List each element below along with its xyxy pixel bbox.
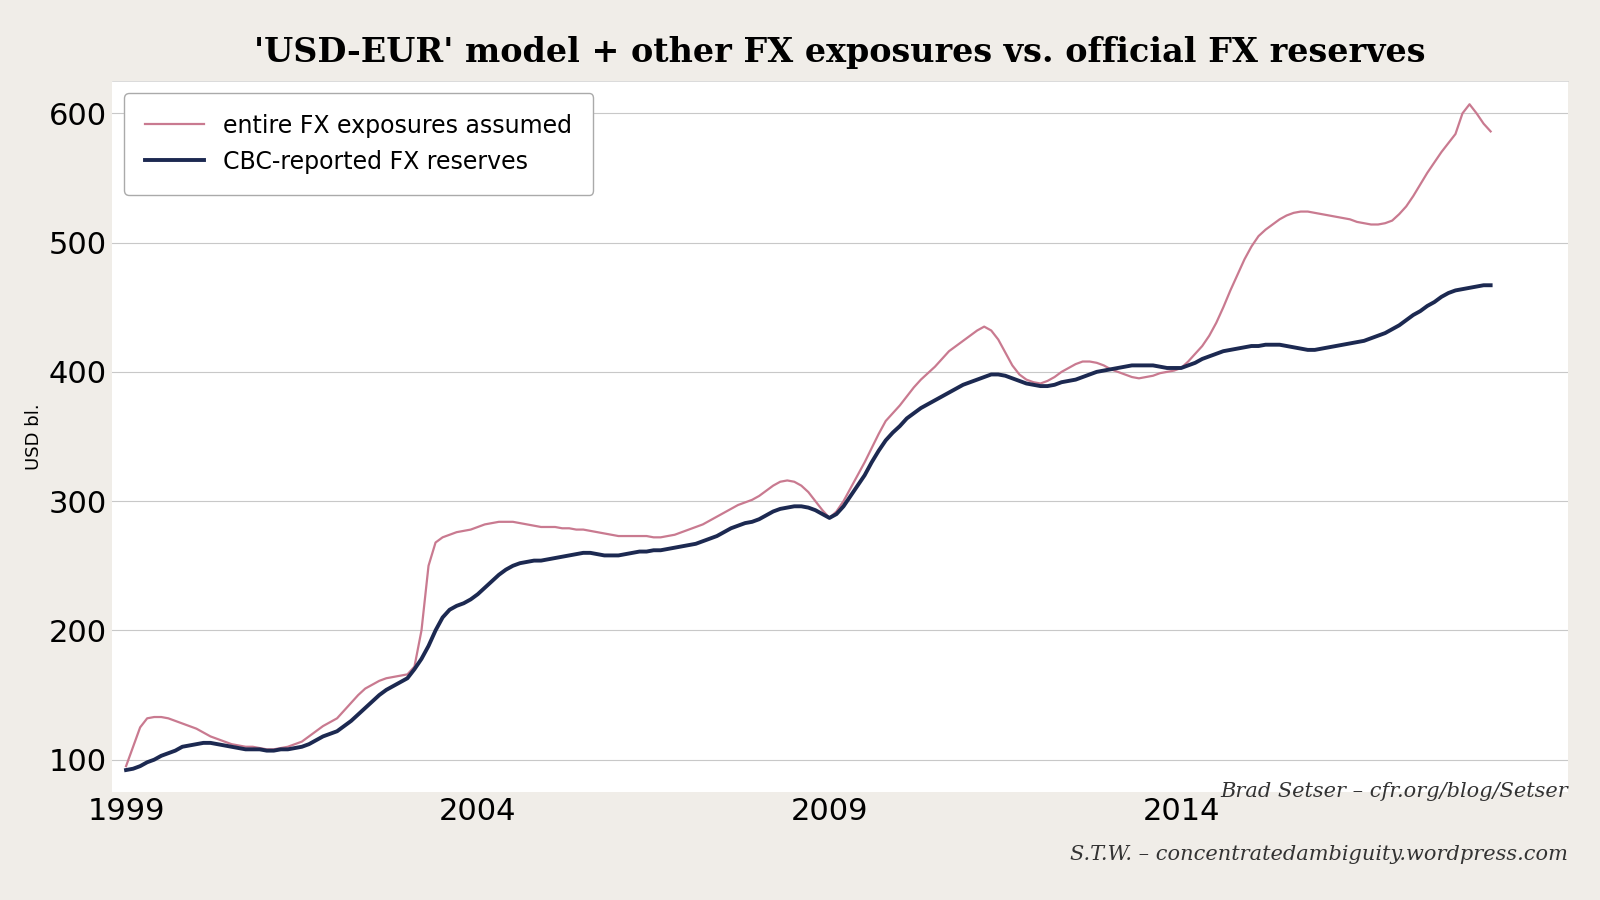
- Line: entire FX exposures assumed: entire FX exposures assumed: [126, 104, 1491, 766]
- Y-axis label: USD bl.: USD bl.: [26, 403, 43, 470]
- CBC-reported FX reserves: [834, 501, 853, 512]
- entire FX exposures assumed: [1459, 99, 1478, 110]
- Title: 'USD-EUR' model + other FX exposures vs. official FX reserves: 'USD-EUR' model + other FX exposures vs.…: [254, 36, 1426, 68]
- Line: CBC-reported FX reserves: CBC-reported FX reserves: [126, 285, 1491, 770]
- entire FX exposures assumed: [1482, 126, 1501, 137]
- CBC-reported FX reserves: [1333, 339, 1352, 350]
- entire FX exposures assumed: [834, 496, 853, 507]
- CBC-reported FX reserves: [1482, 280, 1501, 291]
- Legend: entire FX exposures assumed, CBC-reported FX reserves: entire FX exposures assumed, CBC-reporte…: [123, 93, 594, 195]
- entire FX exposures assumed: [1333, 212, 1352, 223]
- CBC-reported FX reserves: [1474, 280, 1493, 291]
- entire FX exposures assumed: [1285, 208, 1304, 219]
- Text: S.T.W. – concentratedambiguity.wordpress.com: S.T.W. – concentratedambiguity.wordpress…: [1070, 845, 1568, 864]
- entire FX exposures assumed: [117, 760, 136, 771]
- entire FX exposures assumed: [194, 727, 213, 738]
- CBC-reported FX reserves: [194, 737, 213, 748]
- entire FX exposures assumed: [482, 518, 501, 528]
- CBC-reported FX reserves: [1192, 354, 1211, 364]
- CBC-reported FX reserves: [117, 765, 136, 776]
- Text: Brad Setser – cfr.org/blog/Setser: Brad Setser – cfr.org/blog/Setser: [1221, 782, 1568, 801]
- CBC-reported FX reserves: [1285, 342, 1304, 353]
- entire FX exposures assumed: [1192, 340, 1211, 351]
- CBC-reported FX reserves: [482, 576, 501, 587]
